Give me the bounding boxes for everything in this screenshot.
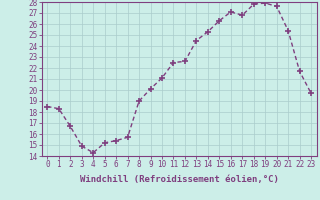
X-axis label: Windchill (Refroidissement éolien,°C): Windchill (Refroidissement éolien,°C) — [80, 175, 279, 184]
